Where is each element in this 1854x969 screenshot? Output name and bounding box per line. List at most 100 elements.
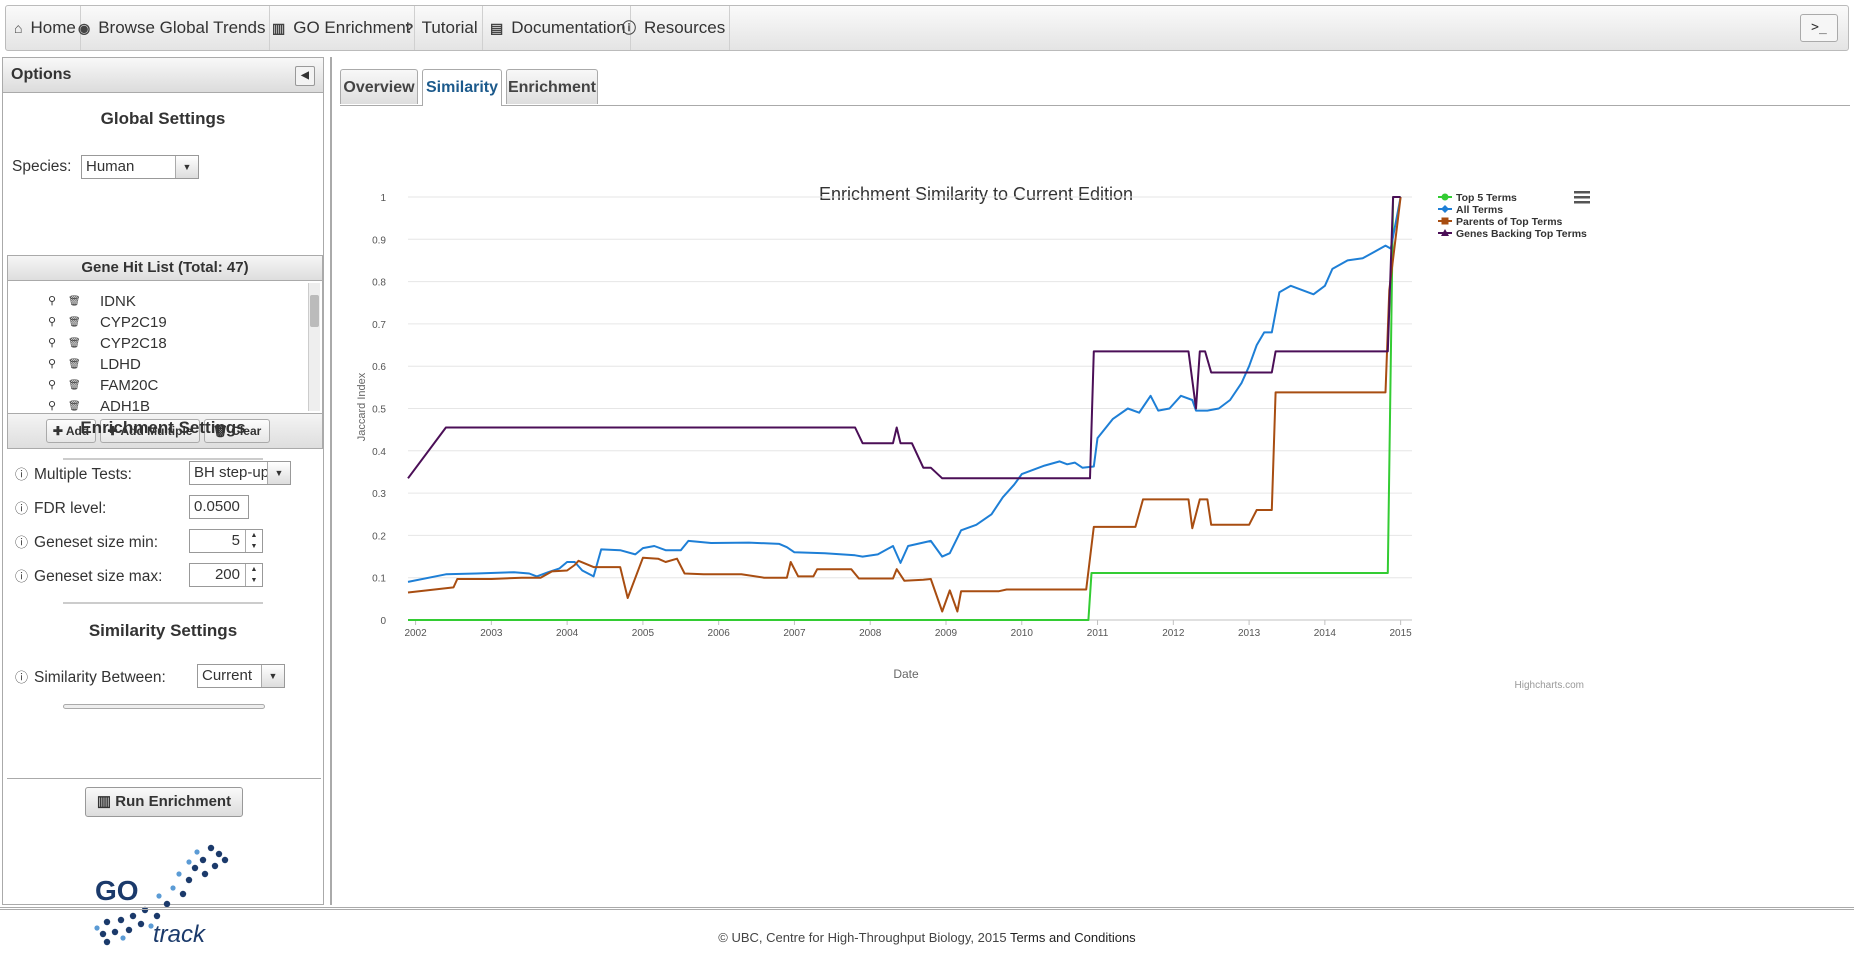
trash-icon[interactable]: 🗑	[68, 380, 81, 391]
clear-button[interactable]: 🗑 Clear	[204, 419, 270, 443]
geneset-min-text: Geneset size min:	[34, 534, 159, 551]
similarity-value: Current	[202, 667, 253, 684]
zoom-icon[interactable]: ⚲	[48, 295, 57, 307]
terms-link[interactable]: Terms and Conditions	[1009, 930, 1136, 945]
run-enrichment-button[interactable]: ▥ Run Enrichment	[85, 787, 243, 817]
chevron-down-icon: ▼	[175, 156, 198, 178]
x-tick-label: 2004	[556, 628, 579, 639]
zoom-icon[interactable]: ⚲	[48, 337, 57, 349]
geneset-max-value: 200	[214, 566, 240, 583]
x-tick-label: 2003	[480, 628, 503, 639]
trash-icon[interactable]: 🗑	[68, 338, 81, 349]
chart-menu-icon[interactable]	[1574, 191, 1590, 204]
chevron-down-icon: ▼	[261, 665, 284, 687]
y-tick-label: 0.6	[372, 362, 386, 373]
tab-enrichment[interactable]: Enrichment	[506, 69, 598, 104]
nav-tutorial-label: Tutorial	[421, 18, 478, 37]
x-tick-label: 2009	[935, 628, 958, 639]
series-line	[407, 196, 1402, 613]
gene-name: LDHD	[100, 356, 141, 373]
trash-icon[interactable]: 🗑	[68, 296, 81, 307]
info-icon[interactable]: ⓘ	[15, 670, 29, 685]
tab-overview-label: Overview	[343, 79, 415, 96]
x-tick-label: 2015	[1390, 628, 1413, 639]
footer-divider	[0, 907, 1854, 910]
info-icon[interactable]: ⓘ	[15, 467, 29, 482]
gene-name: CYP2C19	[100, 314, 167, 331]
gene-name: ADH1B	[100, 398, 151, 413]
top-navbar: ⌂ Home ◉ Browse Global Trends ▥ GO Enrichme…	[5, 5, 1849, 51]
add-label: Add	[65, 424, 90, 438]
list-item: ⚲ 🗑 ADH1B	[8, 396, 322, 413]
spinner-arrows-icon[interactable]: ▲ ▼	[245, 530, 262, 552]
y-axis-label: Jaccard Index	[356, 372, 368, 441]
spinner-arrows-icon[interactable]: ▲ ▼	[245, 564, 262, 586]
zoom-icon[interactable]: ⚲	[48, 379, 57, 391]
fdr-label: ⓘ FDR level:	[15, 498, 106, 518]
info-icon[interactable]: ⓘ	[15, 501, 29, 516]
fdr-input[interactable]: 0.0500	[189, 495, 249, 519]
nav-go-enrichment[interactable]: ▥ GO Enrichment	[268, 6, 416, 50]
zoom-icon[interactable]: ⚲	[48, 400, 57, 412]
legend-label: Genes Backing Top Terms	[1456, 228, 1587, 240]
trash-icon[interactable]: 🗑	[68, 359, 81, 370]
footer-copyright: © UBC, Centre for High-Throughput Biolog…	[718, 930, 1007, 945]
x-tick-label: 2011	[1087, 628, 1109, 639]
bar-chart-icon: ▥	[272, 20, 286, 36]
geneset-min-stepper[interactable]: 5 ▲ ▼	[189, 529, 263, 553]
gene-name: IDNK	[100, 293, 136, 310]
series-line	[407, 196, 1401, 480]
multiple-tests-select[interactable]: BH step-up ▼	[189, 461, 291, 485]
x-tick-label: 2008	[859, 628, 882, 639]
y-tick-label: 0.5	[372, 405, 386, 416]
geneset-max-stepper[interactable]: 200 ▲ ▼	[189, 563, 263, 587]
fdr-value: 0.0500	[194, 498, 240, 515]
globe-icon: ◉	[78, 20, 91, 36]
logo-track-text: track	[153, 921, 207, 948]
add-gene-button[interactable]: ✚ Add	[46, 419, 96, 443]
chart-credits[interactable]: Highcharts.com	[1515, 680, 1584, 691]
chevron-down-icon: ▼	[267, 462, 290, 484]
gene-name: FAM20C	[100, 377, 159, 394]
y-tick-label: 0.1	[372, 574, 386, 585]
zoom-icon[interactable]: ⚲	[48, 358, 57, 370]
similarity-between-label: ⓘ Similarity Between:	[15, 667, 166, 687]
species-label: Species:	[12, 158, 72, 175]
geneset-max-text: Geneset size max:	[34, 568, 163, 585]
gene-list-toolbar: ✚ Add ✚ Add Multiple 🗑 Clear	[8, 413, 322, 448]
collapse-panel-button[interactable]: ◀	[295, 66, 315, 86]
plus-icon: ✚	[52, 424, 66, 438]
run-enrichment-label: Run Enrichment	[115, 793, 232, 810]
zoom-icon[interactable]: ⚲	[48, 316, 57, 328]
gotrack-logo: GO track	[94, 844, 229, 948]
info-icon[interactable]: ⓘ	[15, 535, 29, 550]
similarity-between-select[interactable]: Current ▼	[197, 664, 285, 688]
y-tick-label: 0.4	[372, 447, 386, 458]
info-icon[interactable]: ⓘ	[15, 569, 29, 584]
tab-enrichment-label: Enrichment	[507, 79, 596, 96]
legend-marker	[1441, 205, 1449, 213]
series-line	[407, 196, 1402, 583]
nav-home[interactable]: ⌂ Home	[10, 6, 81, 50]
trash-icon[interactable]: 🗑	[68, 401, 81, 412]
similarity-between-text: Similarity Between:	[34, 669, 166, 686]
nav-tutorial[interactable]: ? Tutorial	[401, 6, 483, 50]
nav-browse-global-trends[interactable]: ◉ Browse Global Trends	[74, 6, 271, 50]
trash-icon[interactable]: 🗑	[68, 317, 81, 328]
tab-similarity[interactable]: Similarity	[422, 69, 502, 106]
console-button[interactable]: >_	[1800, 14, 1838, 42]
tab-overview[interactable]: Overview	[340, 69, 418, 104]
species-select[interactable]: Human ▼	[81, 155, 199, 179]
enrichment-settings-title: Enrichment Settings	[80, 418, 246, 437]
console-icon: >_	[1811, 20, 1827, 35]
scrollbar-thumb[interactable]	[310, 295, 319, 327]
nav-resources[interactable]: ⓘ Resources	[618, 6, 731, 50]
multiple-tests-value: BH step-up	[194, 464, 270, 481]
nav-documentation[interactable]: ▤ Documentation	[486, 6, 631, 50]
add-multiple-button[interactable]: ✚ Add Multiple	[100, 419, 200, 443]
x-tick-label: 2014	[1314, 628, 1337, 639]
x-tick-label: 2010	[1011, 628, 1034, 639]
gene-list-scrollbar[interactable]	[308, 283, 320, 411]
list-item: ⚲ 🗑 CYP2C18	[8, 333, 322, 354]
